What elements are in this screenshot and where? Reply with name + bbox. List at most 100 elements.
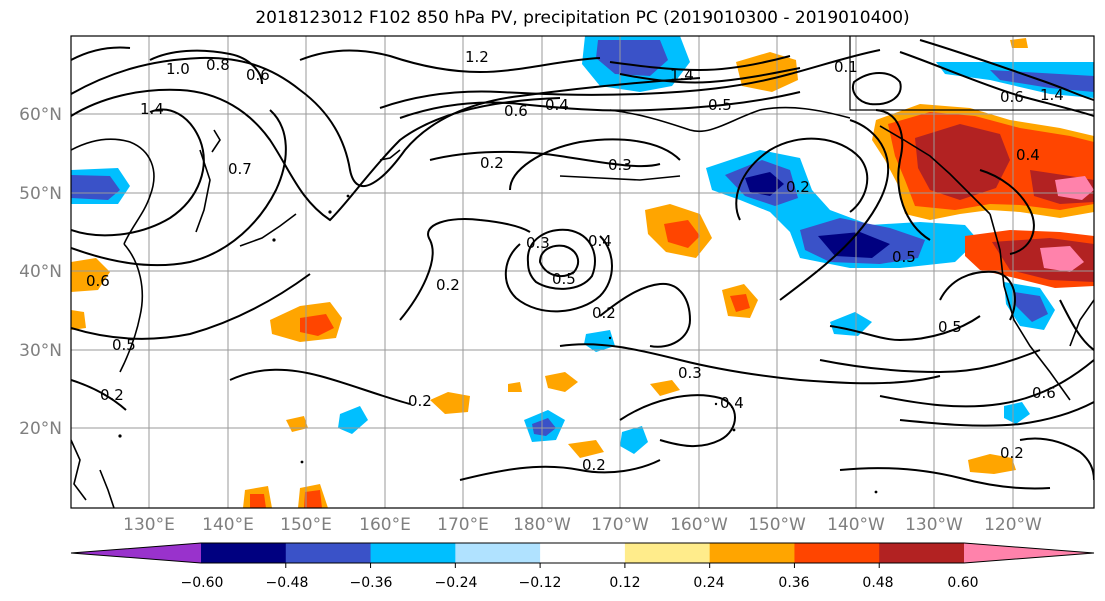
- contour-label: 0.3: [678, 364, 702, 382]
- pv-contour: [819, 349, 1041, 374]
- lon-label: 130°E: [123, 515, 175, 535]
- pv-contour: [599, 282, 692, 348]
- pv-contour: [71, 273, 311, 340]
- pv-contour: [852, 72, 902, 106]
- precip-positive-patch: [968, 454, 1016, 474]
- contour-label: 1.2: [465, 48, 489, 66]
- precip-positive-core: [304, 490, 322, 508]
- precip-positive-core: [250, 494, 266, 508]
- island: [328, 210, 332, 214]
- colorbar-segment: [370, 543, 456, 563]
- colorbar-tick-label: 0.60: [947, 575, 978, 591]
- coastline: [1069, 299, 1094, 347]
- contour-label: 0.6: [1000, 88, 1024, 106]
- colorbar-segment: [624, 543, 711, 563]
- islands: [118, 194, 878, 494]
- island: [732, 428, 736, 432]
- coastline: [119, 243, 144, 373]
- pv-contour: [839, 467, 1051, 490]
- pv-contour: [299, 49, 601, 74]
- contour-label: 0.5: [892, 248, 916, 266]
- pv-contour: [429, 150, 661, 168]
- contour-label: 0.5: [708, 96, 732, 114]
- lat-label: 60°N: [19, 105, 62, 125]
- contour-label: 0.8: [206, 56, 230, 74]
- pv-contour: [71, 108, 205, 237]
- precip-negative-core: [532, 418, 556, 436]
- colorbar-tick-labels: −0.60 −0.48 −0.36 −0.24 −0.12 0.12 0.24 …: [181, 575, 979, 591]
- coastline: [71, 439, 87, 501]
- coastline: [879, 125, 991, 215]
- contour-label: 0.6: [246, 66, 270, 84]
- colorbar-tick-label: −0.60: [181, 575, 224, 591]
- contour-label: 0.5: [112, 336, 136, 354]
- precip-negative-core: [1014, 292, 1048, 322]
- precip-positive-patch: [71, 310, 86, 330]
- colorbar-tick-label: 0.12: [609, 575, 640, 591]
- island: [118, 434, 122, 438]
- pv-contour: [829, 315, 981, 342]
- colorbar-tick-label: −0.12: [519, 575, 562, 591]
- precip-positive-pink: [1040, 246, 1084, 272]
- lon-label: 170°E: [437, 515, 489, 535]
- precip-negative-core: [71, 175, 120, 200]
- precip-negative-patch: [1004, 402, 1030, 424]
- lon-label: 180°W: [513, 515, 571, 535]
- contour-labels: 1.2 1.4 1.0 0.8 0.6 1.4 0.4 0.7 0.6 0.4 …: [86, 48, 1064, 474]
- lon-label: 170°W: [591, 515, 649, 535]
- island: [272, 238, 276, 242]
- precip-negative-darkest: [745, 172, 784, 196]
- lat-label: 50°N: [19, 184, 62, 204]
- contour-label: 0.6: [1032, 384, 1056, 402]
- lon-labels: 130°E 140°E 150°E 160°E 170°E 180°W 170°…: [123, 515, 1042, 535]
- lat-label: 40°N: [19, 262, 62, 282]
- pv-contour: [559, 343, 941, 385]
- precip-positive-strong: [915, 124, 1010, 200]
- contour-label: 0.2: [408, 392, 432, 410]
- coastline: [989, 213, 1071, 401]
- contour-label: 0.2: [582, 456, 606, 474]
- coastline: [559, 175, 681, 181]
- precip-negative-patch: [620, 426, 648, 454]
- colorbar-segment: [455, 543, 541, 563]
- pv-contour: [939, 270, 1016, 321]
- contour-label: 0.5: [938, 318, 962, 336]
- colorbar-segment: [201, 543, 287, 563]
- pv-contour: [609, 55, 791, 72]
- colorbar-segment: [540, 543, 626, 563]
- coastline: [379, 149, 401, 161]
- island: [714, 402, 718, 406]
- pv-contour: [779, 119, 890, 301]
- contour-label: 0.2: [592, 304, 616, 322]
- analysis-box: [849, 36, 1094, 111]
- contour-label: 1.4: [1040, 86, 1064, 104]
- precip-positive-pink: [1055, 176, 1094, 200]
- colorbar-segment: [794, 543, 880, 563]
- lon-label: 150°W: [748, 515, 806, 535]
- lon-label: 140°W: [827, 515, 885, 535]
- pv-contour: [71, 379, 127, 411]
- lat-label: 30°N: [19, 341, 62, 361]
- pv-contour: [979, 169, 1035, 255]
- pv-contour: [149, 49, 263, 85]
- colorbar-tick-label: −0.36: [350, 575, 393, 591]
- pv-contour: [504, 235, 613, 313]
- colorbar-segment: [285, 543, 372, 563]
- island: [874, 490, 878, 494]
- contour-label: 0.2: [1000, 444, 1024, 462]
- precip-positive-patch: [1010, 38, 1028, 48]
- contour-label: 0.6: [504, 102, 528, 120]
- precip-negative-darkest: [818, 232, 890, 258]
- island: [346, 194, 350, 198]
- pv-contour: [71, 46, 131, 61]
- lon-label: 120°W: [984, 515, 1042, 535]
- precip-negative-patch: [830, 312, 872, 336]
- pv-contour: [735, 137, 869, 221]
- island: [300, 460, 304, 464]
- lon-label: 130°W: [905, 515, 963, 535]
- precip-positive-core: [730, 294, 750, 312]
- precip-positive-patch: [568, 440, 604, 458]
- pv-contour: [71, 109, 287, 267]
